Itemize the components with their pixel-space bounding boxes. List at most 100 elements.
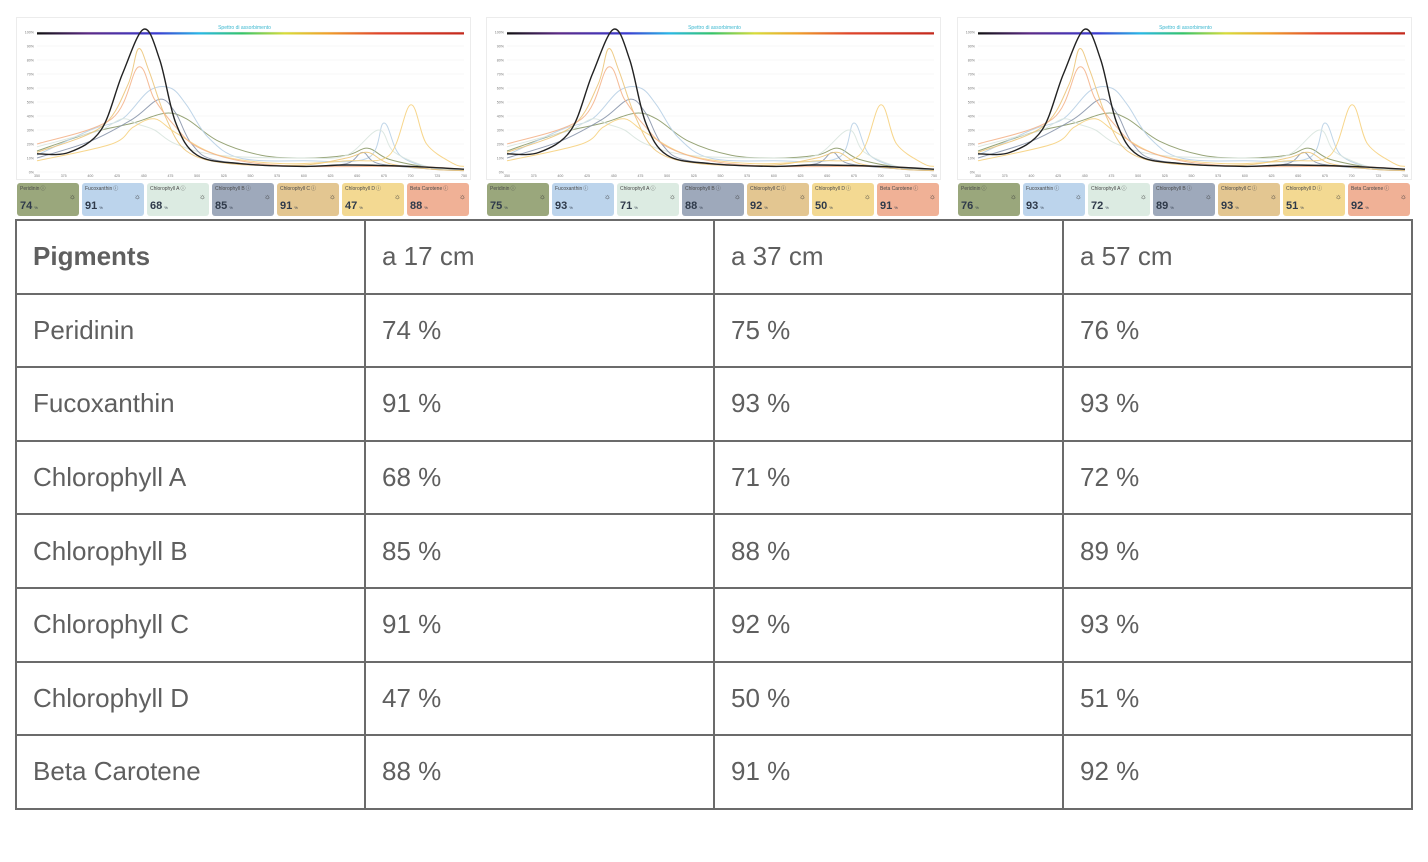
info-icon[interactable]: ⓘ xyxy=(981,186,987,192)
x-tick-label: 625 xyxy=(328,174,334,178)
info-icon[interactable]: ⓘ xyxy=(510,186,516,192)
pigment-card-value: 91% xyxy=(280,200,298,212)
pigment-card[interactable]: Beta Caroteneⓘ ☼ 92% xyxy=(1348,183,1410,216)
pigment-card[interactable]: Chlorophyll Aⓘ ☼ 71% xyxy=(617,183,679,216)
info-icon[interactable]: ⓘ xyxy=(846,186,852,192)
percent-sign: % xyxy=(504,205,508,210)
pigment-card[interactable]: Peridininⓘ ☼ 74% xyxy=(17,183,79,216)
table-header-row: Pigments a 17 cm a 37 cm a 57 cm xyxy=(15,219,1413,295)
cell-value: 88 % xyxy=(364,734,715,810)
info-icon[interactable]: ⓘ xyxy=(715,186,721,192)
sun-icon: ☼ xyxy=(1334,192,1342,201)
percent-sign: % xyxy=(764,205,768,210)
sun-icon: ☼ xyxy=(863,192,871,201)
info-icon[interactable]: ⓘ xyxy=(1054,186,1060,192)
y-tick-label: 90% xyxy=(968,45,976,49)
info-icon[interactable]: ⓘ xyxy=(180,186,186,192)
cell-value: 93 % xyxy=(1062,586,1413,663)
series-line xyxy=(977,66,1406,170)
x-tick-label: 575 xyxy=(1215,174,1221,178)
info-icon[interactable]: ⓘ xyxy=(1384,186,1390,192)
spectrum-chart-svg: Spettro di assorbimento 0% 10% 20% 30% 40% 50%… xyxy=(966,25,1408,178)
y-tick-label: 60% xyxy=(968,87,976,91)
info-icon[interactable]: ⓘ xyxy=(913,186,919,192)
series-line xyxy=(36,112,465,170)
spectrum-chart-svg: Spettro di assorbimento 0% 10% 20% 30% 40% 50%… xyxy=(25,25,467,178)
pigment-card[interactable]: Fucoxanthinⓘ ☼ 93% xyxy=(552,183,614,216)
info-icon[interactable]: ⓘ xyxy=(245,186,251,192)
pigment-card[interactable]: Chlorophyll Aⓘ ☼ 72% xyxy=(1088,183,1150,216)
x-tick-label: 400 xyxy=(1028,174,1034,178)
cell-value: 89 % xyxy=(1062,513,1413,589)
pigment-card-value: 50% xyxy=(815,200,833,212)
pigment-card[interactable]: Beta Caroteneⓘ ☼ 88% xyxy=(407,183,469,216)
pigment-card[interactable]: Chlorophyll Bⓘ ☼ 88% xyxy=(682,183,744,216)
info-icon[interactable]: ⓘ xyxy=(113,186,119,192)
pigment-card-value: 91% xyxy=(880,200,898,212)
pigment-card[interactable]: Chlorophyll Cⓘ ☼ 93% xyxy=(1218,183,1280,216)
info-icon[interactable]: ⓘ xyxy=(781,186,787,192)
pigment-card-name: Fucoxanthinⓘ xyxy=(555,186,589,192)
pigment-card[interactable]: Chlorophyll Dⓘ ☼ 47% xyxy=(342,183,404,216)
pigment-card[interactable]: Fucoxanthinⓘ ☼ 91% xyxy=(82,183,144,216)
pigment-cards: Peridininⓘ ☼ 76% Fucoxanthinⓘ ☼ 93% Chlorophyl… xyxy=(958,183,1412,217)
pigment-card[interactable]: Chlorophyll Cⓘ ☼ 92% xyxy=(747,183,809,216)
x-tick-label: 725 xyxy=(434,174,440,178)
sun-icon: ☼ xyxy=(68,192,76,201)
pigment-card-name: Chlorophyll Bⓘ xyxy=(1156,186,1192,192)
pigment-card[interactable]: Chlorophyll Bⓘ ☼ 89% xyxy=(1153,183,1215,216)
x-tick-label: 600 xyxy=(771,174,777,178)
table-row: Chlorophyll A 68 % 71 % 72 % xyxy=(15,439,1413,516)
pigment-name: Chlorophyll B xyxy=(15,513,366,589)
info-icon[interactable]: ⓘ xyxy=(311,186,317,192)
pigment-card[interactable]: Chlorophyll Dⓘ ☼ 50% xyxy=(812,183,874,216)
sun-icon: ☼ xyxy=(928,192,936,201)
pigment-card-name: Chlorophyll Aⓘ xyxy=(620,186,656,192)
pigment-card[interactable]: Fucoxanthinⓘ ☼ 93% xyxy=(1023,183,1085,216)
pigment-card[interactable]: Chlorophyll Aⓘ ☼ 68% xyxy=(147,183,209,216)
info-icon[interactable]: ⓘ xyxy=(1121,186,1127,192)
y-tick-label: 0% xyxy=(970,171,976,175)
info-icon[interactable]: ⓘ xyxy=(1317,186,1323,192)
percent-sign: % xyxy=(1235,205,1239,210)
pigment-card[interactable]: Chlorophyll Dⓘ ☼ 51% xyxy=(1283,183,1345,216)
pigment-card-value: 71% xyxy=(620,200,638,212)
info-icon[interactable]: ⓘ xyxy=(1186,186,1192,192)
pigment-card-name: Fucoxanthinⓘ xyxy=(85,186,119,192)
table-row: Beta Carotene 88 % 91 % 92 % xyxy=(15,734,1413,810)
x-tick-label: 650 xyxy=(824,174,830,178)
x-tick-label: 525 xyxy=(221,174,227,178)
info-icon[interactable]: ⓘ xyxy=(376,186,382,192)
y-tick-label: 10% xyxy=(497,157,505,161)
info-icon[interactable]: ⓘ xyxy=(650,186,656,192)
series-line xyxy=(506,28,935,170)
pigment-card[interactable]: Chlorophyll Cⓘ ☼ 91% xyxy=(277,183,339,216)
pigment-card[interactable]: Beta Caroteneⓘ ☼ 91% xyxy=(877,183,939,216)
table-row: Fucoxanthin 91 % 93 % 93 % xyxy=(15,366,1413,442)
pigment-name: Beta Carotene xyxy=(15,734,366,810)
y-tick-label: 60% xyxy=(27,87,35,91)
table-row: Chlorophyll D 47 % 50 % 51 % xyxy=(15,660,1413,737)
pigment-card[interactable]: Chlorophyll Bⓘ ☼ 85% xyxy=(212,183,274,216)
x-tick-label: 650 xyxy=(1295,174,1301,178)
x-tick-label: 375 xyxy=(531,174,537,178)
x-tick-label: 525 xyxy=(691,174,697,178)
info-icon[interactable]: ⓘ xyxy=(443,186,449,192)
x-tick-label: 625 xyxy=(798,174,804,178)
pigment-card-value: 72% xyxy=(1091,200,1109,212)
x-tick-label: 725 xyxy=(904,174,910,178)
info-icon[interactable]: ⓘ xyxy=(1252,186,1258,192)
pigment-card[interactable]: Peridininⓘ ☼ 75% xyxy=(487,183,549,216)
info-icon[interactable]: ⓘ xyxy=(40,186,46,192)
sun-icon: ☼ xyxy=(1139,192,1147,201)
x-tick-label: 350 xyxy=(504,174,510,178)
pigment-card[interactable]: Peridininⓘ ☼ 76% xyxy=(958,183,1020,216)
percent-sign: % xyxy=(1300,205,1304,210)
sun-icon: ☼ xyxy=(1074,192,1082,201)
cell-value: 92 % xyxy=(713,586,1064,663)
pigment-card-name: Chlorophyll Bⓘ xyxy=(215,186,251,192)
x-tick-label: 400 xyxy=(87,174,93,178)
pigment-card-value: 92% xyxy=(750,200,768,212)
y-tick-label: 20% xyxy=(27,143,35,147)
info-icon[interactable]: ⓘ xyxy=(583,186,589,192)
